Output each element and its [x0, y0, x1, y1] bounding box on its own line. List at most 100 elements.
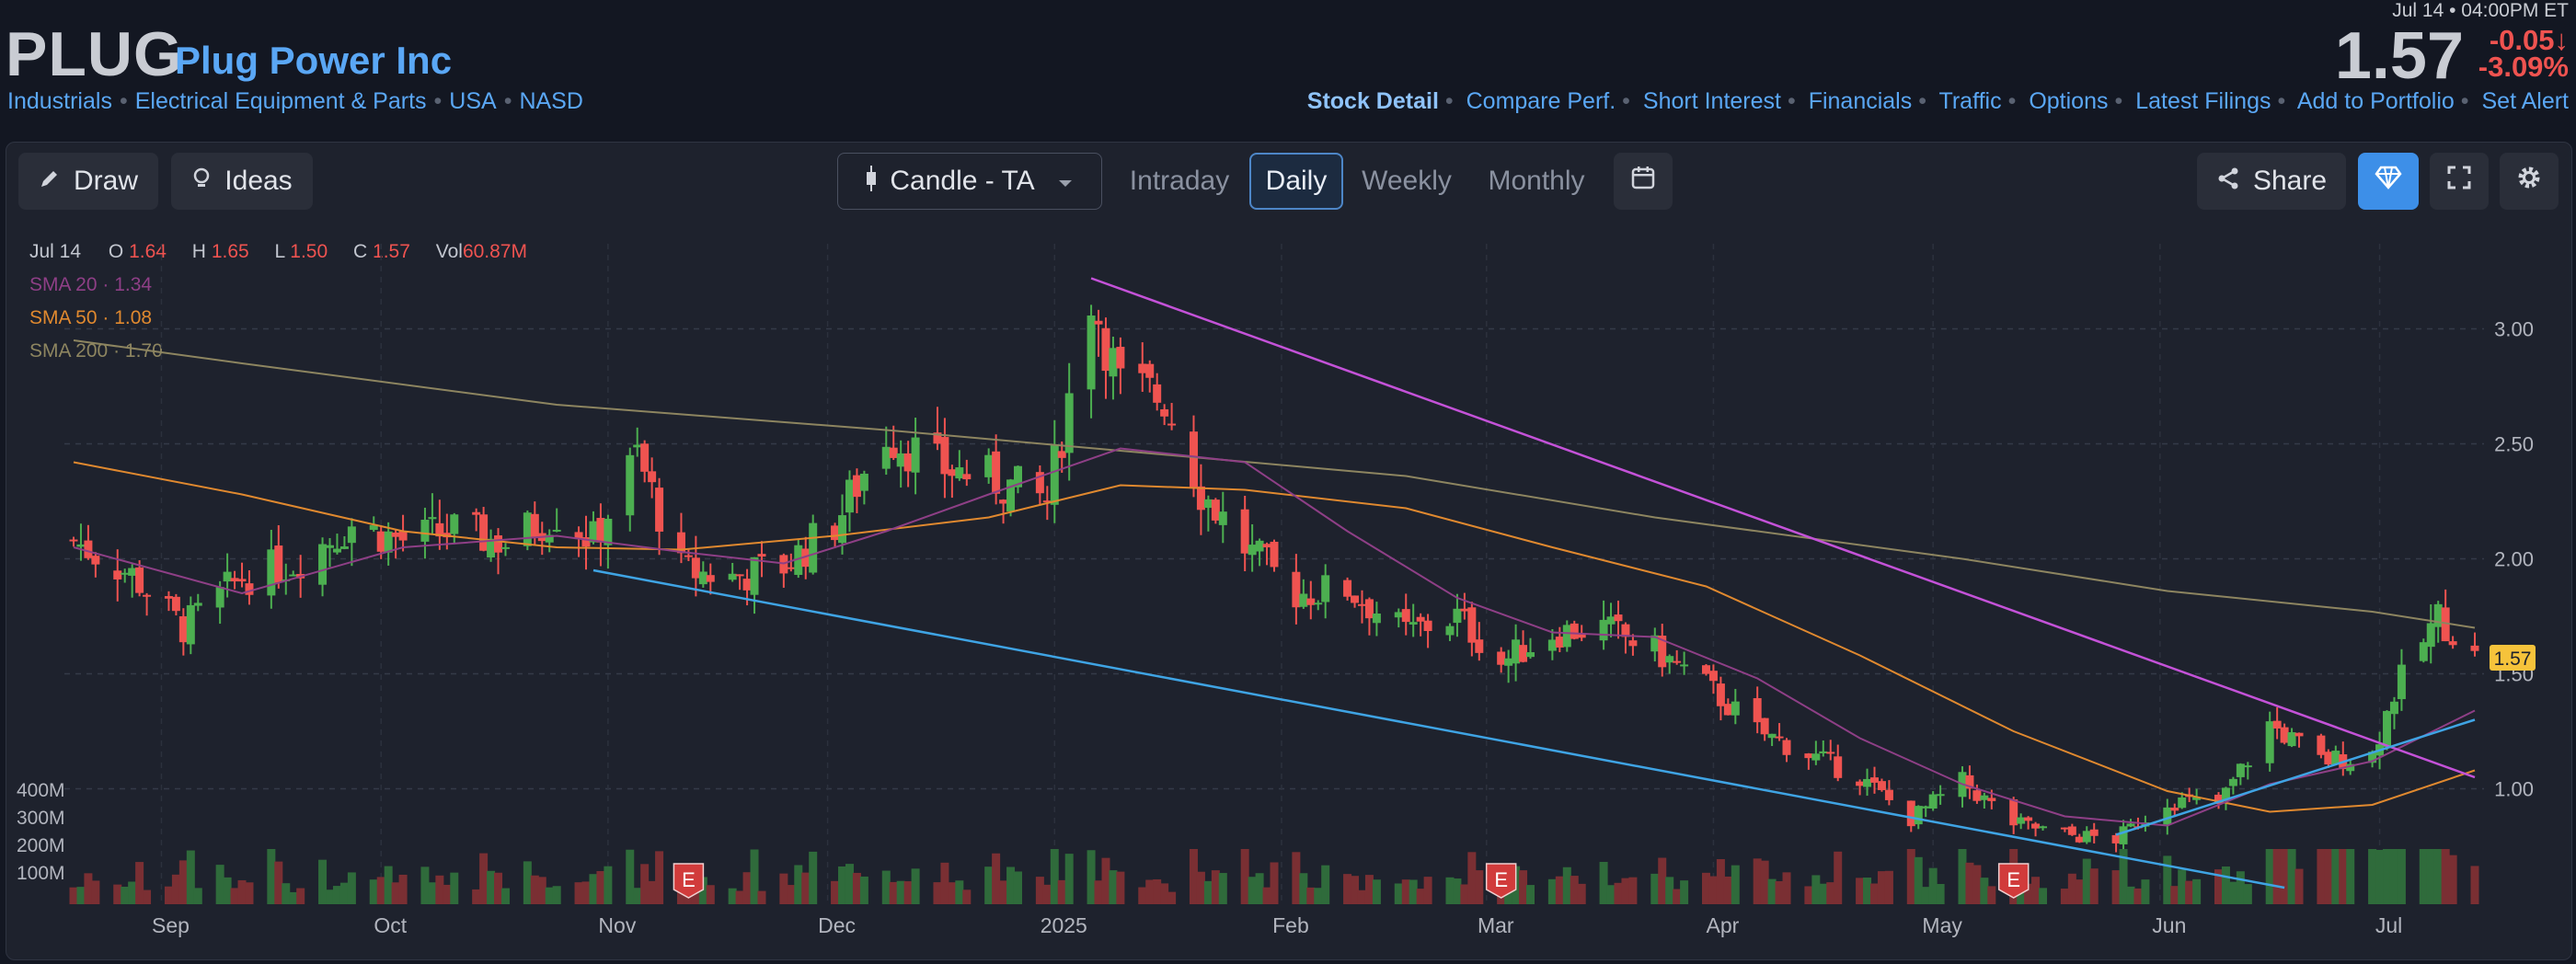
x-tick-label: Jul	[2375, 913, 2402, 937]
candle	[889, 447, 898, 458]
candle	[1401, 609, 1410, 623]
candle	[376, 531, 385, 552]
volume-bar	[1650, 873, 1660, 904]
candle	[1167, 423, 1177, 426]
sector-link[interactable]: Industrials	[7, 88, 112, 114]
ideas-button[interactable]: Ideas	[171, 153, 313, 210]
candle	[2228, 778, 2237, 786]
share-button[interactable]: Share	[2197, 153, 2346, 210]
volume-bar	[545, 887, 554, 904]
candle	[1351, 595, 1360, 603]
exchange-link[interactable]: NASD	[519, 88, 583, 114]
volume-bar	[1965, 862, 1974, 904]
pencil-icon	[39, 167, 61, 196]
volume-bar	[1621, 878, 1630, 904]
volume-bar	[787, 885, 796, 904]
candle	[472, 511, 481, 515]
volume-bar	[391, 882, 400, 904]
trendline-downtrend	[1090, 277, 2476, 779]
candle	[523, 512, 532, 546]
candle	[2170, 808, 2179, 811]
volume-bar	[318, 859, 328, 904]
volume-bar	[1292, 852, 1301, 904]
volume-bar	[1262, 887, 1271, 904]
candle	[398, 531, 408, 541]
candle	[193, 602, 202, 606]
volume-bar	[2141, 879, 2150, 904]
candle	[1665, 656, 1674, 663]
link-compare-perf[interactable]: Compare Perf.	[1466, 88, 1616, 114]
settings-button[interactable]	[2500, 153, 2559, 210]
candle	[881, 446, 891, 469]
premium-button[interactable]	[2358, 153, 2419, 210]
volume-bar	[1321, 865, 1330, 904]
candle	[2024, 817, 2033, 821]
candle	[2397, 664, 2406, 700]
tab-intraday[interactable]: Intraday	[1129, 166, 1230, 196]
volume-bar	[171, 874, 180, 904]
volume-bar	[1160, 883, 1169, 904]
volume-bar	[2060, 889, 2069, 904]
link-options[interactable]: Options	[2029, 88, 2109, 114]
trendline-uptrend	[2115, 718, 2476, 836]
candle	[237, 579, 247, 582]
volume-bar	[347, 872, 356, 904]
company-name[interactable]: Plug Power Inc	[175, 39, 453, 82]
chart-type-select[interactable]: Candle - TA	[837, 153, 1102, 210]
candle	[2089, 829, 2099, 836]
link-latest-filings[interactable]: Latest Filings	[2135, 88, 2271, 114]
link-financials[interactable]: Financials	[1808, 88, 1913, 114]
volume-tick-label: 100M	[17, 863, 65, 884]
candle	[1306, 598, 1316, 605]
link-add-to-portfolio[interactable]: Add to Portfolio	[2296, 88, 2455, 114]
tab-daily[interactable]: Daily	[1249, 153, 1343, 210]
country-link[interactable]: USA	[449, 88, 497, 114]
candle	[1094, 320, 1103, 325]
candle	[2433, 603, 2443, 627]
industry-link[interactable]: Electrical Equipment & Parts	[134, 88, 427, 114]
link-stock-detail[interactable]: Stock Detail	[1306, 88, 1439, 114]
fullscreen-button[interactable]	[2430, 153, 2489, 210]
candle	[2192, 797, 2202, 800]
volume-bar	[1716, 859, 1725, 904]
volume-bar	[113, 884, 122, 904]
link-short-interest[interactable]: Short Interest	[1642, 88, 1781, 114]
volume-bar	[1116, 871, 1125, 904]
volume-bar	[1811, 875, 1821, 904]
candle	[1357, 603, 1366, 606]
date-range-button[interactable]	[1614, 153, 1673, 210]
volume-bar	[230, 888, 239, 904]
earnings-marker-label: E	[2007, 868, 2020, 891]
trendline-support	[592, 568, 2285, 889]
candle	[2441, 607, 2450, 642]
candle	[500, 546, 510, 549]
volume-bar	[1519, 870, 1528, 904]
draw-button[interactable]: Draw	[18, 153, 158, 210]
candle	[2039, 826, 2048, 829]
candle	[1819, 751, 1828, 753]
candle	[552, 529, 561, 532]
x-tick-label: Sep	[152, 913, 190, 937]
volume-bar	[574, 882, 583, 904]
x-tick-label: 2025	[1041, 913, 1087, 937]
candle	[1782, 740, 1791, 755]
volume-bar	[838, 866, 847, 904]
volume-bar	[1628, 877, 1638, 904]
tab-weekly[interactable]: Weekly	[1362, 166, 1452, 196]
link-set-alert[interactable]: Set Alert	[2481, 88, 2570, 114]
volume-bar	[809, 851, 818, 904]
volume-bar	[1006, 866, 1016, 904]
last-price-tag	[2490, 645, 2536, 671]
down-arrow-icon: ↓	[2554, 24, 2570, 56]
volume-bar	[332, 886, 341, 904]
link-traffic[interactable]: Traffic	[1938, 88, 2002, 114]
volume-bar	[2089, 868, 2099, 904]
volume-bar	[750, 849, 759, 904]
tab-monthly[interactable]: Monthly	[1488, 166, 1585, 196]
volume-bar	[779, 873, 788, 904]
volume-bar	[398, 874, 408, 904]
volume-bar	[1299, 873, 1308, 904]
fullscreen-icon	[2447, 166, 2471, 197]
volume-bar	[1972, 865, 1982, 904]
